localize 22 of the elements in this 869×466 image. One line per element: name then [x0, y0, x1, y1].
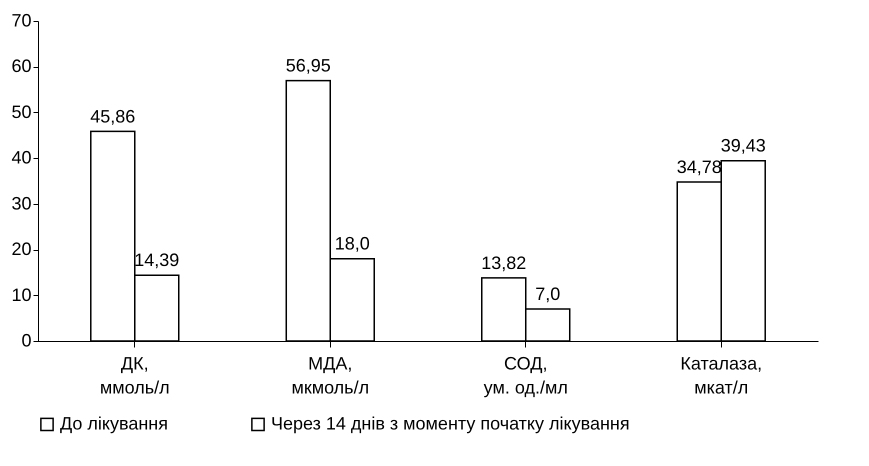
y-tick-label: 20 [11, 239, 32, 260]
data-label: 39,43 [720, 136, 766, 156]
y-tick-label: 60 [11, 56, 32, 76]
data-label: 45,86 [90, 106, 136, 126]
x-tick-label: Каталаза, мкат/л [680, 354, 762, 398]
y-tick-label: 40 [11, 148, 32, 168]
y-tick-label: 70 [11, 10, 32, 30]
x-tick-label: ДК, ммоль/л [100, 354, 170, 398]
y-tick-label: 0 [21, 330, 32, 350]
data-label: 14,39 [134, 250, 180, 270]
legend-label: До лікування [60, 413, 168, 434]
data-label: 18,0 [334, 234, 370, 254]
y-tick-label: 50 [11, 102, 32, 122]
y-tick-label: 30 [11, 193, 32, 214]
legend-label: Через 14 днів з моменту початку лікування [271, 413, 630, 434]
data-label: 56,95 [286, 56, 331, 76]
y-tick-label: 10 [11, 284, 32, 305]
x-tick-label: СОД, ум. од./мл [484, 354, 568, 398]
data-label: 34,78 [676, 157, 722, 178]
x-tick-label: МДА, мкмоль/л [291, 354, 370, 398]
data-label: 13,82 [481, 252, 526, 273]
data-label: 7,0 [535, 284, 560, 304]
